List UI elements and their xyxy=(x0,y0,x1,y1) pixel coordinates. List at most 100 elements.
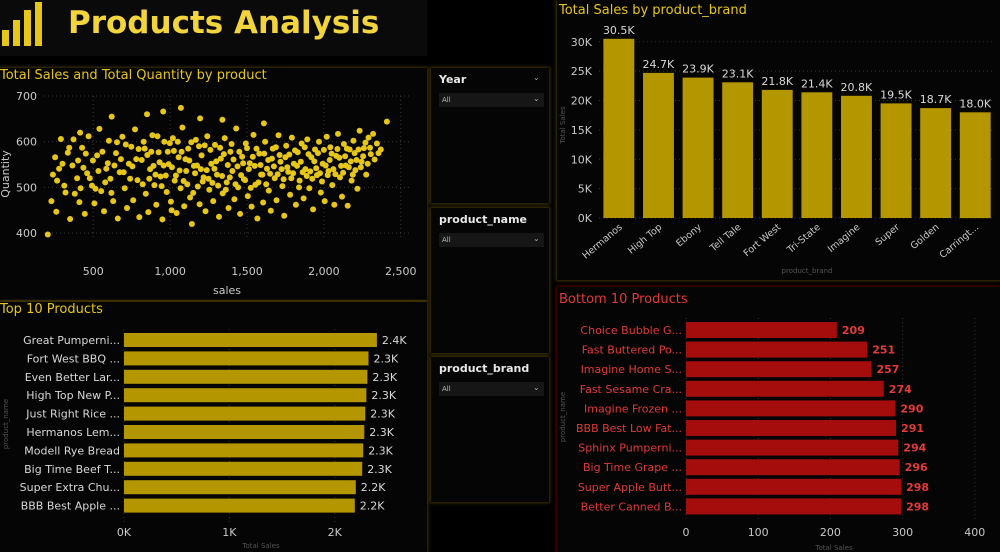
scatter-point xyxy=(260,120,267,127)
brand-panel: Total Sales by product_brand 0K 5K 10K 15K 2… xyxy=(557,0,1000,280)
scatter-point xyxy=(344,202,351,209)
scatter-point xyxy=(176,167,183,174)
scatter-point xyxy=(260,199,267,206)
hbar-category-label: BBB Best Low Fat... xyxy=(576,422,682,435)
product-name-slicer[interactable]: product_name All ⌄ xyxy=(431,208,549,353)
scatter-point xyxy=(373,140,380,147)
hbar-data-label: 251 xyxy=(872,344,895,357)
scatter-point xyxy=(360,153,367,160)
scatter-point xyxy=(219,116,226,123)
hbar-data-label: 298 xyxy=(906,481,929,494)
brand-bar xyxy=(801,92,833,218)
scatter-point xyxy=(262,138,269,145)
hbar-data-label: 290 xyxy=(900,402,923,415)
scatter-point xyxy=(53,208,60,215)
scatter-point xyxy=(155,149,162,156)
year-slicer[interactable]: Year ⌄ All ⌄ xyxy=(431,68,549,203)
scatter-point xyxy=(331,201,338,208)
scatter-point xyxy=(259,171,266,178)
hbar-data-label: 2.3K xyxy=(372,371,397,384)
scatter-point xyxy=(277,158,284,165)
scatter-point xyxy=(297,158,304,165)
chevron-down-icon[interactable]: ⌄ xyxy=(533,234,540,243)
scatter-point xyxy=(192,170,198,177)
scatter-point xyxy=(175,154,182,161)
brand-data-label: 19.5K xyxy=(880,88,912,101)
scatter-point xyxy=(356,127,363,134)
scatter-point xyxy=(268,155,275,162)
scatter-point xyxy=(111,162,118,169)
scatter-point xyxy=(364,160,371,167)
hbar-category-label: Super Extra Chu... xyxy=(20,481,120,494)
product-brand-slicer[interactable]: product_brand All ⌄ xyxy=(431,357,549,502)
hbar-category-label: Imagine Home S... xyxy=(581,363,682,376)
scatter-point xyxy=(300,195,307,202)
scatter-point xyxy=(353,157,360,163)
scatter-point xyxy=(188,139,195,146)
hbar-bar xyxy=(686,322,837,338)
scatter-point xyxy=(233,125,240,132)
scatter-point xyxy=(267,170,274,177)
hbar-category-label: Modell Rye Bread xyxy=(24,444,120,457)
scatter-point xyxy=(307,168,314,175)
scatter-point xyxy=(85,133,92,140)
brand-data-label: 23.9K xyxy=(682,63,714,76)
scatter-point xyxy=(342,153,349,160)
brand-x-tick-label: Tell Tale xyxy=(707,222,743,255)
scatter-point xyxy=(98,188,105,195)
hbar-bar xyxy=(686,478,902,495)
brand-bar xyxy=(959,112,991,219)
scatter-point xyxy=(292,147,298,154)
scatter-point xyxy=(142,190,149,197)
chevron-down-icon[interactable]: ⌄ xyxy=(533,383,540,392)
scatter-point xyxy=(61,182,68,189)
scatter-point xyxy=(184,181,191,188)
scatter-point xyxy=(57,136,64,142)
brand-y-tick-label: 0K xyxy=(578,212,593,225)
scatter-point xyxy=(70,136,77,143)
hbar-category-label: Fast Buttered Po... xyxy=(582,344,682,357)
scatter-point xyxy=(75,157,82,164)
chevron-down-icon[interactable]: ⌄ xyxy=(533,73,540,82)
hbar-bar xyxy=(124,406,366,421)
brand-chart: 0K 5K 10K 15K 20K 25K 30K 30.5K Hermanos 24.7K Hig… xyxy=(559,24,995,275)
brand-x-axis-label: product_brand xyxy=(782,267,833,275)
scatter-point xyxy=(134,177,141,184)
scatter-point xyxy=(263,181,270,188)
scatter-point xyxy=(205,175,212,182)
scatter-point xyxy=(212,141,218,148)
scatter-point xyxy=(145,209,152,216)
scatter-point xyxy=(171,177,178,184)
scatter-point xyxy=(319,178,325,185)
brand-bar xyxy=(880,103,912,218)
scatter-point xyxy=(153,201,160,208)
scatter-point xyxy=(152,171,159,178)
scatter-point xyxy=(67,216,74,222)
scatter-point xyxy=(124,205,130,211)
year-dropdown[interactable]: All ⌄ xyxy=(439,93,544,107)
hbar-data-label: 296 xyxy=(905,461,928,474)
brand-x-tick-label: Golden xyxy=(909,222,942,252)
scatter-y-tick-label: 500 xyxy=(16,181,37,194)
scatter-point xyxy=(264,165,270,172)
scatter-point xyxy=(105,137,112,144)
scatter-point xyxy=(234,163,241,170)
hbar-y-axis-label: product_name xyxy=(2,399,10,449)
chevron-down-icon[interactable]: ⌄ xyxy=(533,94,540,103)
scatter-point xyxy=(214,171,220,178)
scatter-point xyxy=(358,158,365,165)
hbar-bar xyxy=(124,498,355,513)
hbar-data-label: 298 xyxy=(906,500,929,513)
scatter-point xyxy=(107,175,114,182)
product-name-dropdown[interactable]: All ⌄ xyxy=(439,233,544,247)
scatter-point xyxy=(132,126,138,133)
scatter-point xyxy=(173,210,180,216)
product-brand-dropdown[interactable]: All ⌄ xyxy=(439,382,544,396)
scatter-point xyxy=(383,118,390,125)
scatter-point xyxy=(44,231,51,238)
scatter-point xyxy=(317,170,323,177)
scatter-point xyxy=(130,197,137,204)
scatter-point xyxy=(114,139,120,146)
scatter-point xyxy=(271,175,278,182)
hbar-category-label: Hermanos Lem... xyxy=(26,426,120,439)
